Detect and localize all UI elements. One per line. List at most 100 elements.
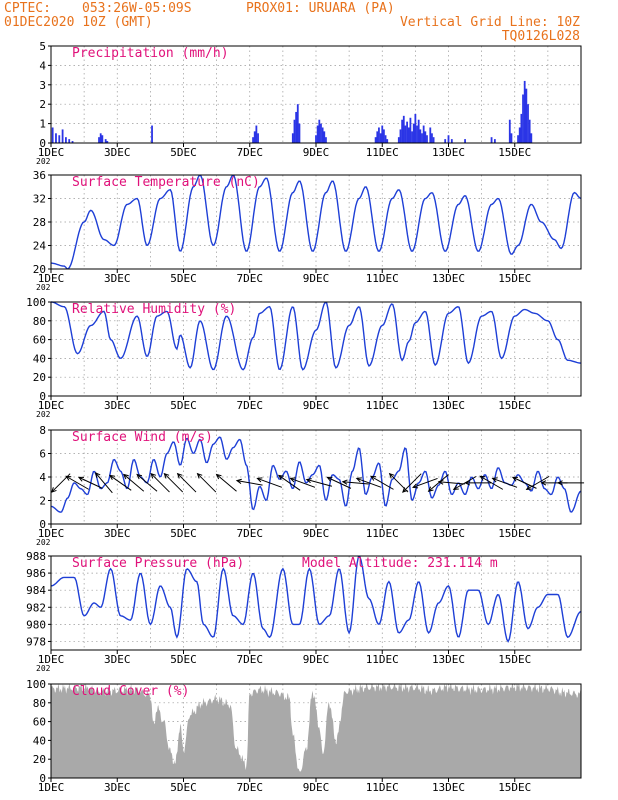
y-tick-label: 32 [33,193,46,206]
wind-vector-head [479,475,486,481]
precip-bar [518,127,521,143]
x-year-label: 202 [36,410,51,419]
x-day-label: 9DEC [303,527,330,540]
wind-vector-head [94,472,101,478]
wind-vector-head [150,472,157,479]
precip-bar [414,113,417,143]
wind-vector-shaft [412,477,438,488]
wind-vector-head [540,480,547,486]
precip-bar [522,94,524,143]
precip-bar [464,139,466,143]
wind-vector [235,478,263,486]
wind-vector [150,472,170,493]
wind-vector-shaft [278,475,301,491]
precip-bar [422,125,425,143]
pressure-panel: 978 980 982 984 986 988 Surface Pressure (hPa)… [26,550,582,673]
wind-vector-head [50,487,57,493]
humidity-series-line [50,301,582,371]
x-day-label: 3DEC [104,781,131,794]
precip-bar [257,133,259,143]
x-day-label: 1DEC [38,781,65,794]
header-grid-note: Vertical Grid Line: 10Z [400,15,580,30]
wind-vector-head [235,478,242,484]
wind-vector [163,472,184,493]
wind-vector-shaft [109,475,132,491]
header-coords: 053:26W-05:09S [82,1,192,16]
wind-vector-head [215,473,222,480]
x-day-label: 9DEC [303,653,330,666]
precip-bar [432,137,435,143]
wind-vector [305,478,332,487]
wind-vector-shaft [257,477,283,488]
precip-bar [444,139,447,143]
y-tick-label: 60 [33,334,46,347]
wind-vector-head [136,473,143,480]
precip-bar [101,135,104,143]
panel-title: Relative Humidity (%) [72,302,236,317]
wind-vector-shaft [438,481,465,485]
y-tick-label: 60 [33,716,46,729]
wind-vector [256,477,283,488]
precip-bar [71,141,74,143]
wind-vector-head [163,472,170,479]
wind-vector-shaft [177,473,197,493]
header-site: PROX01: URUARA (PA) [246,1,395,16]
wind-vector [326,476,352,489]
precip-bar [253,131,256,143]
x-day-label: 5DEC [170,399,197,412]
y-tick-label: 5 [39,40,46,53]
precip-bar [315,135,317,143]
wind-vector-head [556,480,563,486]
wind-vector [412,477,438,489]
y-tick-label: 100 [26,678,46,691]
header-date: 01DEC2020 10Z (GMT) [4,15,153,30]
wind-vector-shaft [356,477,382,488]
wind-vector-shaft [123,474,145,492]
precip-bar [490,137,493,143]
precip-bar [404,125,407,143]
precip-bar [325,137,327,143]
y-tick-label: 3 [39,79,46,92]
y-tick-label: 40 [33,352,46,365]
wind-vector-shaft [216,474,237,492]
x-day-label: 9DEC [303,272,330,285]
wind-vector-head [122,473,129,480]
y-tick-label: 2 [39,98,46,111]
precip-bar [58,135,61,143]
x-year-label: 202 [36,538,51,547]
x-day-label: 5DEC [170,146,197,159]
x-day-label: 3DEC [104,527,131,540]
precip-bar [379,133,382,143]
precip-bar [429,127,432,143]
precip-bar [318,119,321,143]
y-tick-label: 1 [39,118,46,131]
y-tick-label: 28 [33,216,46,229]
x-day-label: 13DEC [432,272,465,285]
precip-bar [407,127,410,143]
x-day-label: 5DEC [170,653,197,666]
precip-bar [530,133,533,143]
precip-bar [419,129,422,143]
precip-bar [520,113,523,143]
precip-bar [68,139,71,143]
wind-vector-shaft [327,476,352,489]
cloud-cover-panel: 0 20 40 60 80 100 Cloud Cover (%) 1DEC 3DEC 5DEC 7… [26,678,582,794]
wind-vector [341,479,369,485]
precip-bar [510,133,513,143]
precip-bar [61,129,64,143]
y-tick-label: 8 [39,424,46,437]
wind-vector [196,472,217,493]
precip-bar [421,133,423,143]
wind-vector [176,472,197,493]
x-day-label: 3DEC [104,146,131,159]
x-day-label: 9DEC [303,399,330,412]
wind-vector-shaft [370,475,394,490]
y-tick-label: 978 [26,635,46,648]
y-tick-label: 6 [39,448,46,461]
wind-vector [556,480,585,486]
precip-bar [384,135,387,143]
wind-vector-shaft [526,475,550,490]
y-tick-label: 40 [33,734,46,747]
header: CPTEC: 053:26W-05:09S PROX01: URUARA (PA… [4,1,580,44]
wind-vector-shaft [492,477,518,488]
